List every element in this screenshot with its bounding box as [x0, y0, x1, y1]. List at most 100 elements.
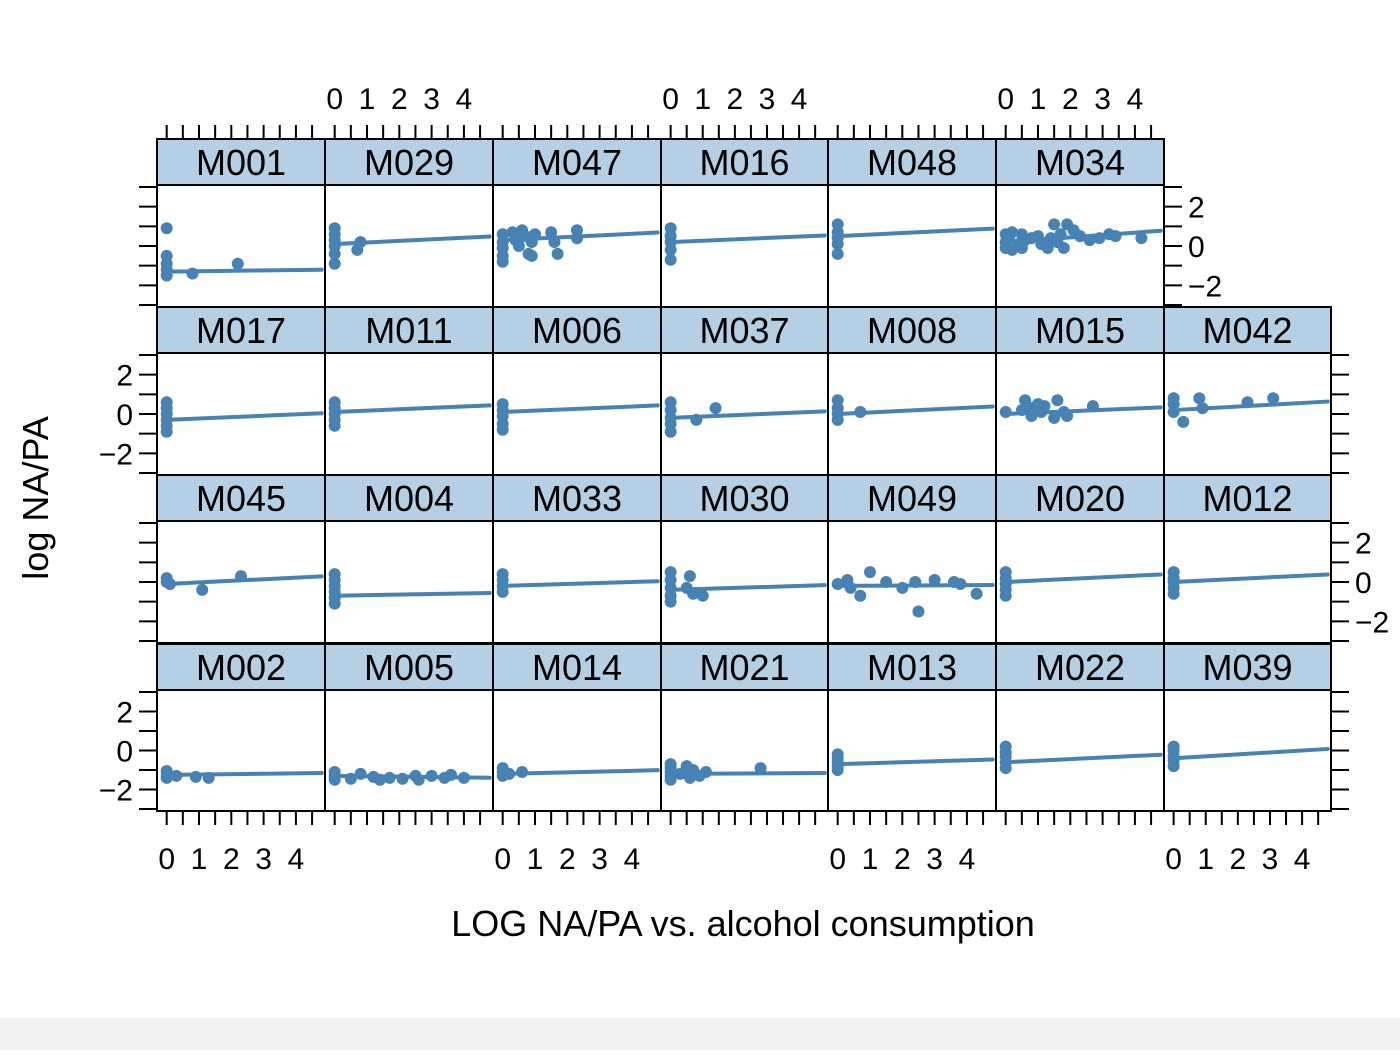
- panel-label: M045: [196, 478, 286, 519]
- data-point: [683, 570, 696, 583]
- x-tick-label: 4: [1127, 83, 1144, 116]
- data-point: [664, 773, 677, 786]
- y-axis-row-3-right: −2 0 2: [1164, 185, 1222, 307]
- data-point: [1061, 409, 1074, 422]
- data-point: [354, 236, 367, 249]
- panel-strip: [324, 474, 494, 522]
- panel-label: M022: [1035, 647, 1125, 688]
- panel-m020: M020: [995, 474, 1165, 644]
- data-point: [1038, 400, 1051, 413]
- data-point: [1167, 587, 1180, 600]
- panel-frame: [660, 689, 829, 812]
- panel-label: M014: [532, 647, 622, 688]
- panel-m012: M012: [1163, 474, 1332, 644]
- panel-strip: [660, 306, 829, 354]
- panel-m034: M034: [995, 138, 1165, 308]
- x-tick-label: 0: [662, 83, 679, 116]
- data-point: [1054, 228, 1067, 241]
- data-point: [516, 765, 529, 778]
- data-point: [687, 587, 700, 600]
- panel-m015: M015: [995, 306, 1165, 476]
- panel-label: M049: [867, 478, 957, 519]
- panel-label: M017: [196, 310, 286, 351]
- data-point: [396, 772, 409, 785]
- panel-frame: [324, 689, 494, 812]
- data-point: [664, 425, 677, 438]
- y-tick-label: −2: [99, 438, 133, 471]
- panel-frame: [660, 184, 829, 308]
- data-point: [909, 576, 922, 588]
- data-point: [571, 232, 583, 245]
- panel-label: M001: [196, 142, 286, 183]
- data-point: [235, 570, 247, 583]
- x-tick-label: 0: [829, 843, 846, 876]
- regression-line: [835, 226, 995, 239]
- panel-label: M030: [699, 478, 789, 519]
- data-point: [664, 253, 677, 266]
- data-point: [383, 771, 396, 784]
- panels-group: M002 M005 M014 M021 M013 M022 M039 M045 M004 M033…: [156, 138, 1332, 812]
- x-tick-label: 2: [223, 843, 240, 876]
- data-point: [1093, 232, 1106, 245]
- panel-strip: [995, 306, 1165, 354]
- panel-label: M015: [1035, 310, 1125, 351]
- x-tick-label: 3: [423, 83, 440, 116]
- data-point: [854, 589, 867, 602]
- data-point: [831, 238, 844, 251]
- data-point: [831, 577, 844, 590]
- x-axis-col-4: [828, 125, 996, 140]
- panel-strip: [1163, 643, 1332, 691]
- data-point: [328, 257, 341, 270]
- x-tick-label: 0: [326, 83, 343, 116]
- regression-line: [1003, 572, 1163, 584]
- y-tick-label: −2: [1355, 606, 1389, 639]
- data-point: [696, 589, 709, 602]
- panel-label: M013: [867, 647, 957, 688]
- y-axis-row-1-right: −2 0 2: [1331, 521, 1389, 643]
- data-point: [954, 577, 967, 590]
- panel-m029: M029: [324, 138, 494, 308]
- data-point: [831, 247, 844, 260]
- data-point: [328, 773, 341, 786]
- panel-frame: [492, 352, 662, 476]
- panel-frame: [827, 689, 997, 812]
- y-tick-label: 0: [1188, 231, 1205, 264]
- data-point: [1135, 232, 1148, 245]
- panel-strip: [156, 138, 326, 186]
- panel-frame: [324, 520, 494, 644]
- regression-line: [500, 403, 660, 415]
- data-point: [699, 765, 712, 778]
- data-point: [709, 402, 722, 415]
- panel-label: M034: [1035, 142, 1125, 183]
- data-point: [896, 581, 909, 594]
- data-point: [202, 771, 215, 784]
- data-point: [970, 587, 983, 600]
- data-point: [160, 771, 173, 784]
- panel-m006: M006: [492, 306, 662, 476]
- x-tick-label: 2: [1230, 843, 1247, 876]
- data-point: [999, 406, 1012, 419]
- panel-label: M039: [1202, 647, 1292, 688]
- regression-line: [164, 771, 324, 777]
- x-tick-label: 2: [1062, 83, 1079, 116]
- axes-group: 0 1 2 3 4 0 1 2 3 4 0 1 2 3 4 0 1 2 3 40 1 2 3 4 0 1 2 3 4 0 1 2 3 4−202−…: [99, 83, 1389, 876]
- panel-m013: M013: [827, 643, 997, 812]
- x-axis-col-5: [996, 810, 1164, 825]
- x-tick-label: 1: [359, 83, 376, 116]
- data-point: [373, 773, 386, 786]
- regression-line: [1171, 746, 1330, 761]
- panel-frame: [995, 689, 1165, 812]
- regression-line: [668, 233, 827, 245]
- x-tick-label: 4: [456, 83, 473, 116]
- panel-label: M005: [364, 647, 454, 688]
- y-tick-label: 2: [1355, 528, 1372, 561]
- x-tick-label: 4: [959, 843, 976, 876]
- data-point: [545, 226, 558, 239]
- data-point: [354, 767, 367, 780]
- x-tick-label: 4: [288, 843, 305, 876]
- data-point: [831, 764, 844, 777]
- panel-label: M021: [699, 647, 789, 688]
